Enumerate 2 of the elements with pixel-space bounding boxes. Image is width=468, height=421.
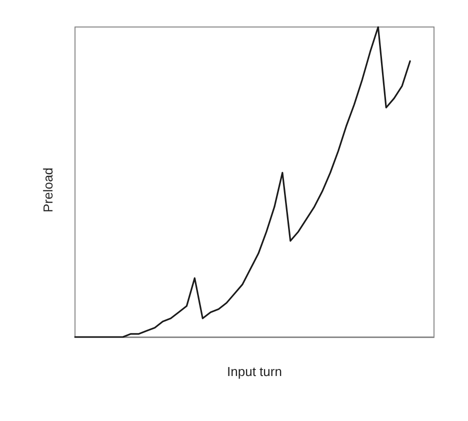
- x-axis-title: Input turn: [227, 364, 282, 379]
- y-axis-title: Preload: [40, 168, 56, 212]
